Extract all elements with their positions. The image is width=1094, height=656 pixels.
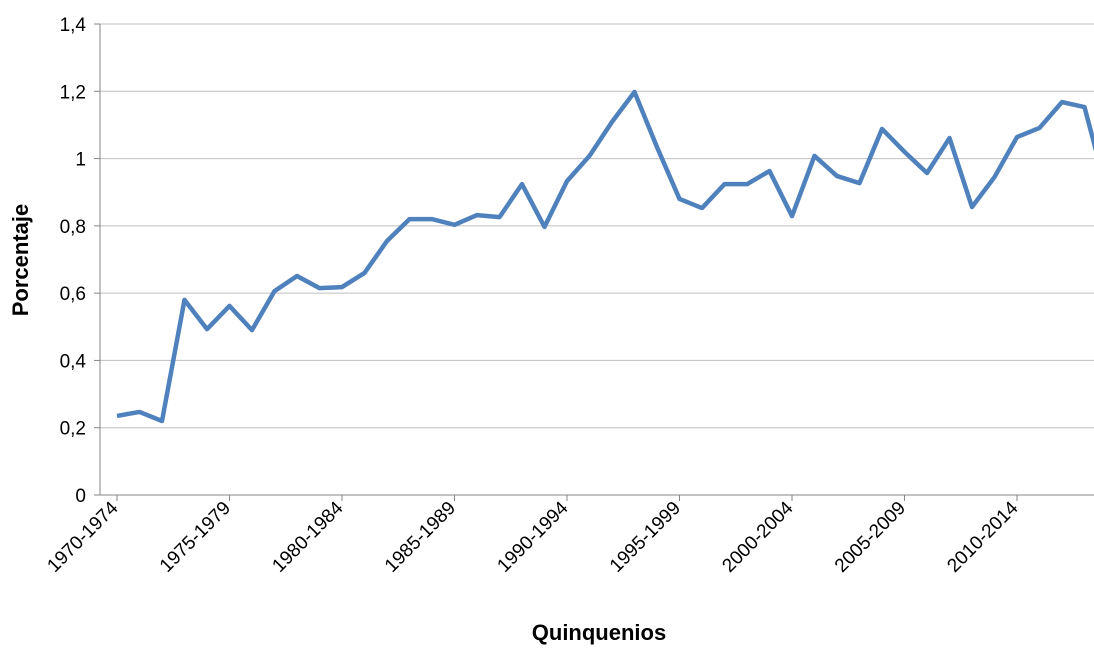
x-tick-label: 2010-2014 [943,497,1022,576]
y-tick-label: 1,2 [60,82,86,103]
y-axis-title: Porcentaje [8,204,33,317]
line-series [116,89,1094,424]
y-tick-label: 0,8 [60,217,86,238]
x-tick-label: 2000-2004 [718,497,797,576]
y-tick-label: 1 [75,150,86,171]
x-axis-title: Quinquenios [532,620,666,645]
y-tick-label: 0,2 [60,419,86,440]
x-tick-label: 1985-1989 [381,498,460,577]
x-tick-label: 1970-1974 [43,497,122,576]
y-tick-label: 1,4 [60,15,87,36]
x-tick-label: 1975-1979 [156,498,235,577]
x-tick-label: 1990-1994 [493,497,572,576]
x-tick-label: 1995-1999 [606,498,685,577]
y-tick-label: 0,6 [60,284,86,305]
x-tick-label: 1980-1984 [268,497,347,576]
plot [116,89,1094,424]
y-tick-label: 0 [75,486,86,507]
x-tick-label: 2005-2009 [831,498,910,577]
y-tick-label: 0,4 [60,351,87,372]
